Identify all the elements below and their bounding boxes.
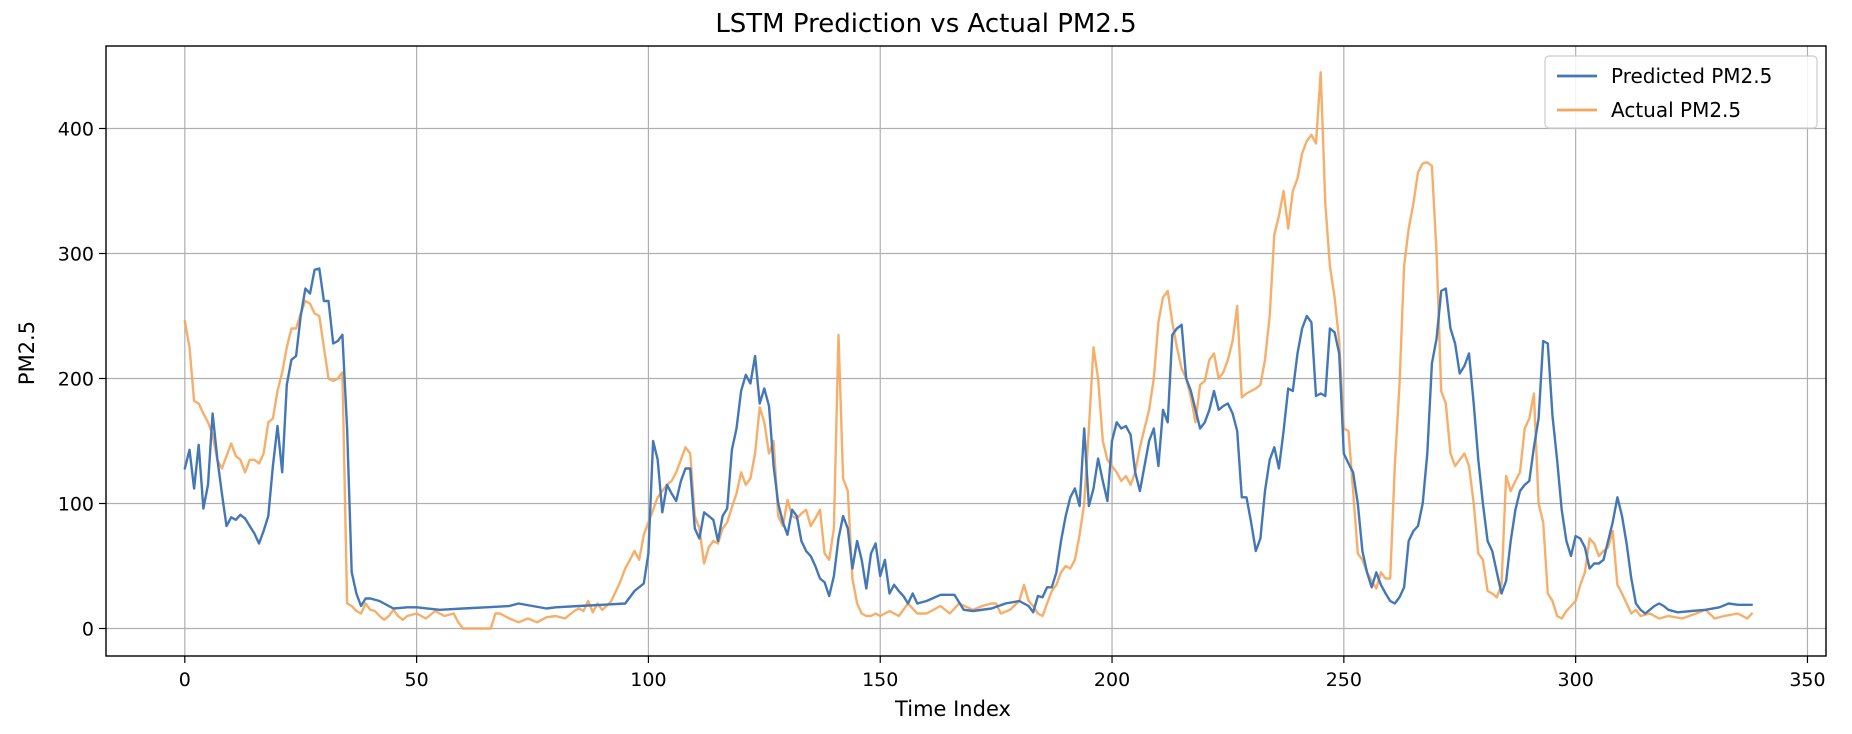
y-tick-label: 200 [58, 369, 94, 391]
x-tick-label: 300 [1558, 669, 1594, 691]
grid-layer [106, 46, 1826, 656]
x-tick-label: 150 [862, 669, 898, 691]
legend: Predicted PM2.5 Actual PM2.5 [1544, 55, 1818, 129]
x-tick-label: 250 [1326, 669, 1362, 691]
y-tick-label: 300 [58, 244, 94, 266]
x-tick-label: 50 [405, 669, 429, 691]
chart-title: LSTM Prediction vs Actual PM2.5 [715, 9, 1136, 39]
y-tick-label: 400 [58, 119, 94, 141]
x-tick-label: 200 [1094, 669, 1130, 691]
legend-label-predicted: Predicted PM2.5 [1611, 64, 1772, 88]
x-tick-label: 350 [1789, 669, 1825, 691]
ticks-layer: 0 50 100 150 200 250 300 350 0 100 200 300 400 [58, 119, 1826, 692]
legend-label-actual: Actual PM2.5 [1611, 98, 1741, 122]
predicted-series-line [183, 267, 1753, 615]
x-tick-label: 0 [179, 669, 191, 691]
series-layer [183, 71, 1753, 630]
y-tick-label: 100 [58, 494, 94, 516]
actual-series-line [183, 71, 1753, 630]
plot-frame [105, 45, 1827, 657]
x-axis-label: Time Index [894, 697, 1011, 721]
y-tick-label: 0 [82, 619, 94, 641]
y-axis-label: PM2.5 [15, 321, 39, 385]
legend-box [1544, 55, 1818, 129]
x-tick-label: 100 [630, 669, 666, 691]
